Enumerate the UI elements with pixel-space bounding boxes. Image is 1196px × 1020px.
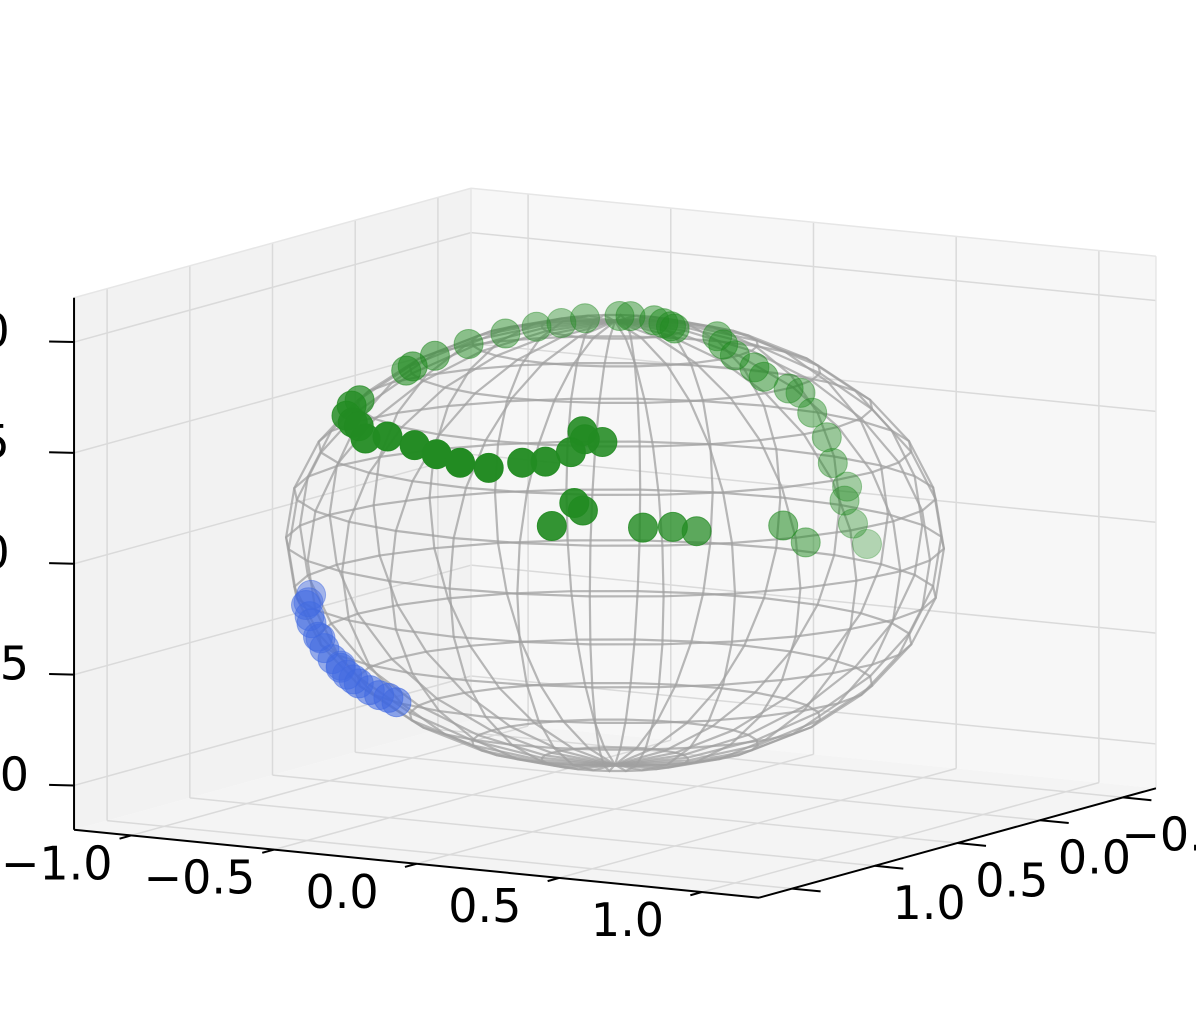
y-tick-label: 0.5 <box>975 853 1048 907</box>
data-point <box>838 508 868 539</box>
x-tick-mark <box>404 862 417 868</box>
y-tick-mark <box>791 887 821 893</box>
sphere-parallel <box>471 718 759 768</box>
z-tick-label: −1.0 <box>0 747 29 801</box>
data-point <box>372 421 403 452</box>
x-tick-mark <box>261 848 275 854</box>
z-tick-label: −0.5 <box>0 637 29 691</box>
sphere-parallel <box>356 638 874 725</box>
data-point <box>790 527 821 558</box>
x-tick-mark <box>119 834 132 840</box>
gridline <box>73 231 472 343</box>
data-point <box>719 340 750 371</box>
y-tick-mark <box>874 864 904 870</box>
y-tick-mark <box>1122 796 1152 802</box>
tick-labels: −1.0−1.0−1.0−0.5−0.5−0.50.00.00.00.50.50… <box>0 304 1196 947</box>
x-tick-mark <box>690 891 703 897</box>
data-point <box>773 373 804 404</box>
axis-panes <box>74 188 1156 898</box>
z-tick-label: 0.0 <box>0 526 10 580</box>
data-point <box>817 448 848 478</box>
z-tick-mark <box>49 562 75 565</box>
z-tick-mark <box>49 451 75 454</box>
data-point <box>521 311 552 342</box>
gridline <box>73 453 472 565</box>
data-point <box>570 303 600 334</box>
gridline <box>189 797 875 867</box>
x-tick-mark <box>547 876 560 883</box>
z-tick-label: 0.5 <box>0 415 10 469</box>
data-point <box>296 608 327 639</box>
data-point <box>490 318 521 349</box>
data-point <box>546 308 577 338</box>
gridline <box>470 231 1157 302</box>
y-tick-mark <box>1040 819 1069 825</box>
gridline <box>559 767 957 879</box>
data-point <box>811 422 842 453</box>
x-tick-label: −1.0 <box>1 837 113 891</box>
data-point <box>381 687 412 718</box>
data-point <box>397 351 428 382</box>
data-point <box>445 447 476 478</box>
data-point <box>615 301 646 332</box>
z-tick-mark <box>49 783 75 787</box>
pane-edge <box>73 187 472 299</box>
pane-edge <box>470 187 1157 257</box>
sphere-parallel <box>284 488 946 598</box>
data-point <box>785 377 816 408</box>
data-point <box>536 511 567 541</box>
data-point <box>832 471 863 502</box>
y-tick-label: 0.0 <box>1058 831 1131 885</box>
sphere-parallel <box>293 539 937 646</box>
data-point <box>748 361 779 392</box>
y-tick-mark <box>957 842 987 847</box>
data-point <box>555 437 586 468</box>
data-point <box>852 529 882 559</box>
sphere-parallel <box>471 319 759 368</box>
gridline <box>107 819 793 890</box>
x-tick-label: 0.5 <box>448 879 521 933</box>
data-point <box>768 510 799 541</box>
z-tick-mark <box>49 340 75 344</box>
sphere-parallel <box>293 440 937 547</box>
sphere-parallel <box>408 681 822 751</box>
gridline <box>701 781 1100 893</box>
gridline <box>470 453 1157 523</box>
sphere-parallel <box>540 746 690 773</box>
data-point <box>507 447 538 478</box>
y-tick-label: 1.0 <box>893 876 966 930</box>
data-point <box>604 301 635 331</box>
sphere-parallel <box>317 589 913 689</box>
front-points-layer <box>291 301 882 718</box>
data-point <box>628 512 658 543</box>
data-point <box>829 485 860 516</box>
data-point <box>559 488 590 518</box>
y-tick-label: −0.5 <box>1121 808 1196 862</box>
z-tick-label: 1.0 <box>0 304 10 358</box>
data-point <box>309 633 340 664</box>
data-point <box>453 329 484 359</box>
z-tick-mark <box>49 672 75 676</box>
x-tick-label: 1.0 <box>591 893 664 947</box>
data-point <box>797 397 828 428</box>
data-point <box>473 452 504 483</box>
x-tick-label: −0.5 <box>144 851 256 905</box>
gridline <box>272 774 958 844</box>
data-point <box>657 511 688 542</box>
data-point <box>659 313 690 344</box>
x-tick-label: 0.0 <box>306 865 379 919</box>
